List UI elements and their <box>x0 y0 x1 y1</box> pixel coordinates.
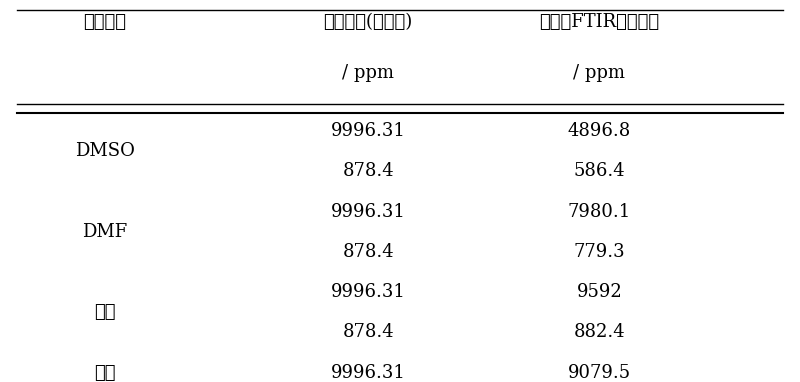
Text: / ppm: / ppm <box>574 64 626 82</box>
Text: 9592: 9592 <box>577 283 622 301</box>
Text: 乙醇: 乙醇 <box>94 364 116 382</box>
Text: 779.3: 779.3 <box>574 243 625 261</box>
Text: 9996.31: 9996.31 <box>330 122 406 140</box>
Text: 有机溶剂: 有机溶剂 <box>83 13 126 31</box>
Text: 本发明FTIR法测定值: 本发明FTIR法测定值 <box>539 13 659 31</box>
Text: 9996.31: 9996.31 <box>330 283 406 301</box>
Text: 878.4: 878.4 <box>342 243 394 261</box>
Text: 9996.31: 9996.31 <box>330 202 406 220</box>
Text: DMSO: DMSO <box>75 142 135 160</box>
Text: 甲醇: 甲醇 <box>94 303 116 321</box>
Text: 7980.1: 7980.1 <box>568 202 631 220</box>
Text: 586.4: 586.4 <box>574 162 625 180</box>
Text: 9079.5: 9079.5 <box>568 364 631 382</box>
Text: 878.4: 878.4 <box>342 323 394 342</box>
Text: DMF: DMF <box>82 223 128 241</box>
Text: 磷脂含量(添加值): 磷脂含量(添加值) <box>323 13 413 31</box>
Text: / ppm: / ppm <box>342 64 394 82</box>
Text: 9996.31: 9996.31 <box>330 364 406 382</box>
Text: 882.4: 882.4 <box>574 323 625 342</box>
Text: 878.4: 878.4 <box>342 162 394 180</box>
Text: 4896.8: 4896.8 <box>568 122 631 140</box>
